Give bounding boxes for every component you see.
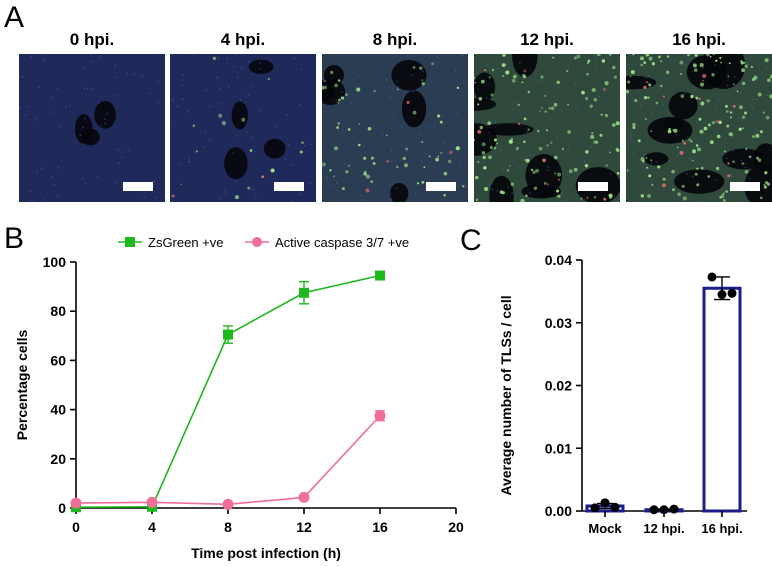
panel-a-label: A xyxy=(4,1,25,34)
data-point xyxy=(222,498,234,510)
data-point xyxy=(669,504,679,514)
bar xyxy=(702,286,742,513)
microscopy-image xyxy=(19,54,165,202)
y-tick-label: 100 xyxy=(43,254,67,270)
image-title: 12 hpi. xyxy=(520,30,574,49)
y-tick-label: 0 xyxy=(58,500,66,516)
y-tick-label: 60 xyxy=(50,352,66,368)
microscopy-image xyxy=(474,54,620,202)
data-point xyxy=(717,290,727,300)
scale-bar xyxy=(274,182,304,191)
data-point xyxy=(223,329,233,340)
y-axis-label: Percentage cells xyxy=(14,330,30,441)
scale-bar xyxy=(578,182,608,191)
x-axis-label: Time post infection (h) xyxy=(191,545,341,561)
image-title: 8 hpi. xyxy=(372,30,418,49)
line-chart: 0 20 40 60 80 100 0 4 8 12 16 20 Time post infection… xyxy=(14,235,464,561)
microscopy-image xyxy=(170,54,316,202)
data-point xyxy=(374,410,386,422)
panel-c-label: C xyxy=(460,224,482,257)
data-point xyxy=(298,491,310,503)
x-tick-label: 12 xyxy=(296,519,312,535)
data-point xyxy=(375,270,385,281)
image-title: 0 hpi. xyxy=(69,30,115,49)
y-axis-label: Average number of TLSs / cell xyxy=(498,295,514,495)
x-tick-label: 12 hpi. xyxy=(643,521,684,536)
y-tick-label: 0.04 xyxy=(545,252,572,268)
y-tick-label: 80 xyxy=(50,303,66,319)
data-point xyxy=(299,287,309,298)
x-tick-label: 16 hpi. xyxy=(701,521,742,536)
y-tick-label: 20 xyxy=(50,451,66,467)
legend-marker xyxy=(252,237,262,247)
x-tick-label: 4 xyxy=(148,519,156,535)
data-point xyxy=(649,505,659,515)
data-point xyxy=(727,288,737,298)
y-tick-label: 0.02 xyxy=(545,378,572,394)
image-title: 16 hpi. xyxy=(672,30,726,49)
y-tick-label: 0.03 xyxy=(545,315,572,331)
x-tick-label: 16 xyxy=(372,519,388,535)
legend-label: Active caspase 3/7 +ve xyxy=(275,235,409,250)
bar-chart: 0.00 0.01 0.02 0.03 0.04 Average number of TL… xyxy=(498,252,747,536)
x-tick-label: Mock xyxy=(588,521,622,536)
data-point xyxy=(659,505,669,515)
legend-marker xyxy=(125,237,135,247)
data-point xyxy=(146,496,158,508)
x-tick-label: 20 xyxy=(448,519,464,535)
y-tick-label: 0.01 xyxy=(545,440,572,456)
y-tick-label: 0.00 xyxy=(545,503,572,519)
data-point xyxy=(600,498,610,508)
series-line xyxy=(75,274,381,509)
scale-bar xyxy=(123,182,153,191)
legend-label: ZsGreen +ve xyxy=(148,235,224,250)
data-point xyxy=(70,497,82,509)
data-point xyxy=(707,272,717,282)
series-line xyxy=(75,415,381,506)
data-point xyxy=(610,502,620,512)
x-tick-label: 8 xyxy=(224,519,232,535)
y-tick-label: 40 xyxy=(50,402,66,418)
scale-bar xyxy=(730,182,760,191)
microscopy-image xyxy=(322,54,468,202)
scale-bar xyxy=(426,182,456,191)
panel-b-label: B xyxy=(4,222,25,255)
x-tick-label: 0 xyxy=(72,519,80,535)
data-point xyxy=(590,503,600,513)
microscopy-image xyxy=(626,54,772,202)
image-title: 4 hpi. xyxy=(220,30,266,49)
